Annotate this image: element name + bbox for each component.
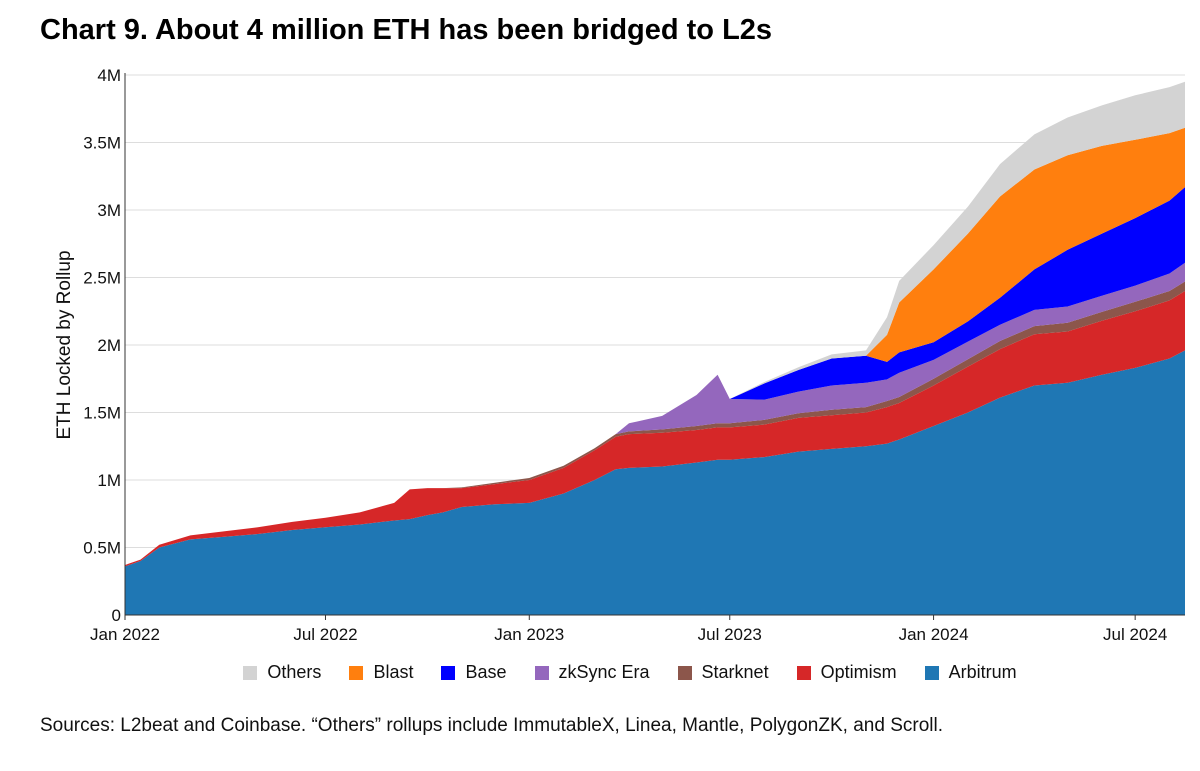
chart-title: Chart 9. About 4 million ETH has been br…: [40, 14, 773, 46]
legend-label: Arbitrum: [948, 662, 1017, 682]
x-tick-label: Jan 2022: [90, 625, 160, 644]
x-tick-label: Jan 2024: [899, 625, 969, 644]
legend-label: Blast: [373, 662, 414, 682]
y-tick-label: 4M: [97, 66, 121, 85]
legend-swatch: [796, 665, 811, 680]
x-tick-label: Jul 2023: [698, 625, 762, 644]
legend-item-others: Others: [243, 662, 321, 683]
x-tick-label: Jul 2024: [1103, 625, 1167, 644]
legend-label: Optimism: [820, 662, 897, 682]
area-blast: [125, 127, 1185, 565]
legend-swatch: [349, 665, 364, 680]
y-axis-ticks: 0 0.5M 1M 1.5M 2M 2.5M 3M 3.5M 4M: [83, 66, 1185, 625]
legend-item-starknet: Starknet: [677, 662, 769, 683]
legend-label: Base: [465, 662, 507, 682]
source-footnote: Sources: L2beat and Coinbase. “Others” r…: [40, 715, 943, 736]
x-tick-label: Jul 2022: [293, 625, 357, 644]
y-tick-label: 1.5M: [83, 404, 121, 423]
legend-swatch: [924, 665, 939, 680]
legend-label: Others: [267, 662, 322, 682]
legend-label: zkSync Era: [558, 662, 650, 682]
stacked-area-chart: 0 0.5M 1M 1.5M 2M 2.5M 3M 3.5M 4M Jan 2022 Jul 20…: [54, 66, 1185, 644]
area-series-group: [125, 81, 1185, 615]
y-tick-label: 1M: [97, 471, 121, 490]
legend-label: Starknet: [701, 662, 769, 682]
y-axis-label: ETH Locked by Rollup: [54, 250, 75, 439]
legend-item-arbitrum: Arbitrum: [924, 662, 1017, 683]
legend-swatch: [441, 665, 456, 680]
legend-swatch: [534, 665, 549, 680]
chart-legend: Others Blast Base zkSync Era Starknet Optimis…: [30, 662, 1200, 683]
legend-swatch: [243, 665, 258, 680]
legend-item-zksync-era: zkSync Era: [534, 662, 650, 683]
y-tick-label: 2M: [97, 336, 121, 355]
legend-item-base: Base: [441, 662, 507, 683]
legend-item-blast: Blast: [349, 662, 413, 683]
y-tick-label: 3.5M: [83, 134, 121, 153]
legend-item-optimism: Optimism: [796, 662, 897, 683]
area-others: [125, 81, 1185, 566]
y-tick-label: 0: [112, 606, 121, 625]
x-tick-label: Jan 2023: [494, 625, 564, 644]
y-tick-label: 0.5M: [83, 539, 121, 558]
legend-swatch: [677, 665, 692, 680]
x-axis-ticks: Jan 2022 Jul 2022 Jan 2023 Jul 2023 Jan 2024…: [90, 615, 1167, 644]
area-arbitrum: [125, 350, 1185, 615]
y-tick-label: 2.5M: [83, 269, 121, 288]
y-tick-label: 3M: [97, 201, 121, 220]
